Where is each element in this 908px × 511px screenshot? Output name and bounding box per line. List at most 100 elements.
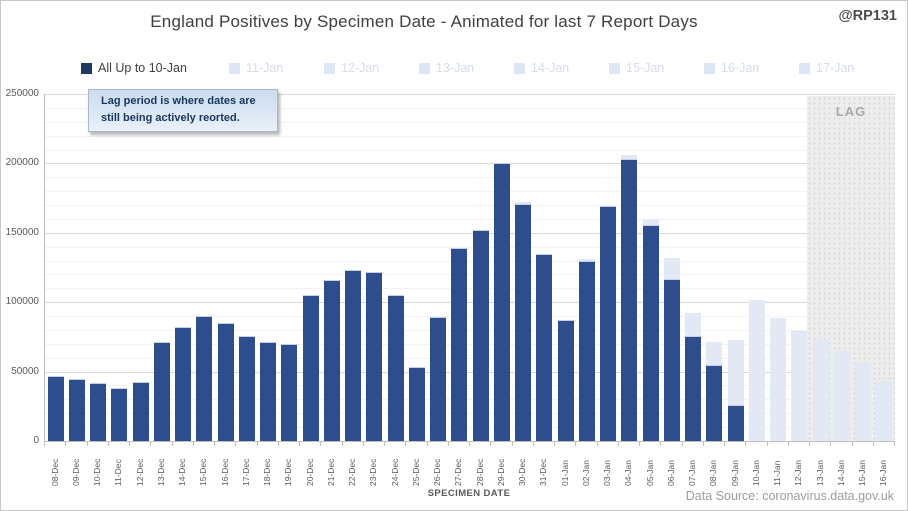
- bar-18-Dec: [260, 342, 277, 441]
- bar-09-Jan: [727, 404, 744, 441]
- x-tick-mark: [469, 442, 470, 446]
- x-tick-label: 13-Jan: [814, 460, 825, 486]
- x-tick-mark: [384, 442, 385, 446]
- bar-12-Dec: [132, 382, 149, 441]
- x-tick-label: 03-Jan: [602, 460, 613, 486]
- bar-lag-12-Jan: [791, 330, 808, 441]
- bar-02-Jan: [578, 260, 595, 441]
- data-source-note: Data Source: coronavirus.data.gov.uk: [685, 489, 894, 503]
- lag-annotation-line1: Lag period is where dates are: [101, 95, 256, 107]
- x-tick-label: 09-Dec: [70, 458, 81, 486]
- bar-14-Dec: [175, 327, 192, 441]
- gridline-minor: [45, 329, 895, 331]
- bar-lag-10-Jan: [748, 300, 765, 441]
- bar-29-Dec: [493, 163, 510, 441]
- x-tick-mark: [341, 442, 343, 446]
- legend-item-label: 12-Jan: [341, 61, 380, 75]
- x-tick-label: 10-Dec: [92, 458, 103, 486]
- y-axis-labels: 0 50000 100000 150000 200000 250000: [1, 89, 39, 446]
- x-tick-mark: [299, 442, 300, 446]
- bar-lag-05-Jan: [642, 218, 659, 226]
- x-tick-label: 02-Jan: [580, 460, 591, 486]
- x-tick-mark: [745, 442, 747, 446]
- x-tick-mark: [129, 442, 130, 446]
- legend-item-12-jan: 12-Jan: [324, 61, 419, 75]
- bar-27-Dec: [451, 248, 468, 441]
- x-tick-mark: [894, 442, 895, 446]
- x-tick-label: 22-Dec: [347, 458, 358, 486]
- gridline-minor: [45, 177, 895, 179]
- x-tick-label: 11-Jan: [772, 460, 783, 486]
- x-tick-label: 05-Jan: [644, 460, 655, 486]
- gridline-minor: [45, 218, 895, 220]
- gridline-minor: [45, 191, 895, 193]
- legend-swatch-icon: [324, 62, 335, 74]
- x-tick-label: 09-Jan: [729, 460, 740, 486]
- x-tick-label: 15-Jan: [857, 460, 868, 486]
- legend-item-13-jan: 13-Jan: [419, 61, 514, 75]
- bar-09-Dec: [68, 378, 85, 441]
- bar-07-Jan: [685, 336, 702, 441]
- x-tick-label: 14-Dec: [177, 458, 188, 486]
- x-tick-mark: [235, 442, 237, 446]
- gridline-minor: [45, 288, 895, 290]
- x-tick-label: 16-Dec: [219, 458, 230, 486]
- bar-lag-30-Dec: [515, 201, 532, 205]
- x-tick-mark: [511, 442, 513, 446]
- gridline-minor: [45, 413, 895, 415]
- x-tick-label: 12-Jan: [793, 460, 804, 486]
- x-tick-mark: [830, 442, 832, 446]
- legend-item-15-jan: 15-Jan: [609, 61, 704, 75]
- gridline-minor: [45, 343, 895, 345]
- y-tick-label: 100000: [5, 296, 39, 308]
- plot-area: LAG: [44, 94, 895, 442]
- bar-lag-02-Jan: [578, 259, 595, 261]
- x-tick-label: 12-Dec: [134, 458, 145, 486]
- bar-16-Dec: [217, 323, 234, 441]
- x-tick-label: 23-Dec: [368, 458, 379, 486]
- x-tick-label: 01-Jan: [559, 460, 570, 486]
- legend-swatch-icon: [609, 62, 620, 74]
- legend-item-label: 11-Jan: [246, 61, 284, 75]
- x-tick-label: 27-Dec: [453, 458, 464, 486]
- x-tick-label: 29-Dec: [495, 458, 506, 486]
- gridline-minor: [45, 121, 895, 123]
- lag-annotation-box: Lag period is where dates are still bein…: [88, 89, 278, 132]
- x-tick-mark: [362, 442, 364, 446]
- x-tick-label: 08-Jan: [708, 460, 719, 486]
- gridline-minor: [45, 260, 895, 262]
- x-tick-mark: [214, 442, 215, 446]
- bar-26-Dec: [430, 317, 447, 441]
- gridline-minor: [45, 107, 895, 109]
- bar-06-Jan: [663, 278, 680, 441]
- author-watermark: @RP131: [838, 8, 897, 24]
- x-tick-label: 18-Dec: [262, 458, 273, 486]
- bar-lag-15-Jan: [855, 363, 872, 441]
- x-tick-mark: [150, 442, 152, 446]
- gridline-minor: [45, 205, 895, 207]
- bar-08-Jan: [706, 365, 723, 441]
- legend-item-label: 15-Jan: [626, 61, 665, 75]
- bar-24-Dec: [387, 295, 404, 441]
- bar-01-Jan: [557, 320, 574, 441]
- x-tick-label: 11-Dec: [113, 459, 124, 486]
- bar-08-Dec: [47, 375, 64, 441]
- x-tick-label: 04-Jan: [623, 460, 634, 486]
- legend-swatch-icon: [81, 62, 92, 74]
- x-tick-label: 16-Jan: [878, 460, 889, 486]
- x-tick-mark: [872, 442, 874, 446]
- x-tick-label: 14-Jan: [835, 460, 846, 486]
- x-tick-mark: [809, 442, 810, 446]
- x-tick-mark: [639, 442, 640, 446]
- x-tick-label: 17-Dec: [240, 458, 251, 486]
- x-tick-mark: [405, 442, 407, 446]
- x-tick-label: 30-Dec: [517, 458, 528, 486]
- x-tick-mark: [320, 442, 322, 446]
- bar-lag-08-Jan: [706, 341, 723, 366]
- x-tick-mark: [44, 442, 45, 446]
- bar-lag-07-Jan: [685, 313, 702, 337]
- x-tick-mark: [192, 442, 194, 446]
- x-tick-mark: [107, 442, 109, 446]
- x-tick-mark: [702, 442, 704, 446]
